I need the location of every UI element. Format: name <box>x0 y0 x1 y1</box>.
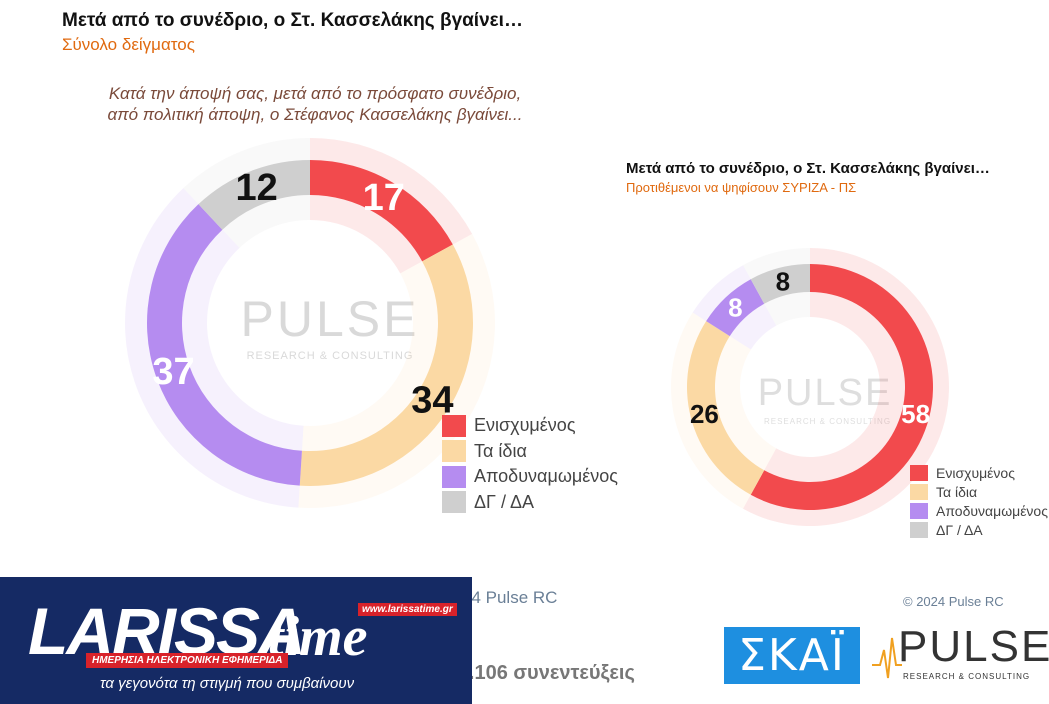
copyright-right: © 2024 Pulse RC <box>903 594 1004 609</box>
donut-slice <box>706 279 765 337</box>
chart1-legend: Ενισχυμένος Τα ίδια Αποδυναμωμένος ΔΓ / … <box>442 413 618 515</box>
legend-label: ΔΓ / ΔΑ <box>936 521 983 538</box>
slice-value-label: 17 <box>363 177 405 219</box>
legend-swatch <box>442 465 466 488</box>
pulse-logo: PULSE <box>898 622 1049 671</box>
legend-swatch <box>910 502 928 519</box>
legend-label: ΔΓ / ΔΑ <box>474 491 534 512</box>
question-line-2: από πολιτική άποψη, ο Στέφανος Κασσελάκη… <box>107 105 523 124</box>
legend-item: Ενισχυμένος <box>910 463 1048 482</box>
legend-swatch <box>442 440 466 463</box>
banner-tagline: τα γεγονότα τη στιγμή που συμβαίνουν <box>100 675 355 692</box>
donut-slice <box>198 160 310 230</box>
legend-label: Ενισχυμένος <box>936 464 1015 481</box>
legend-item: Αποδυναμωμένος <box>910 501 1048 520</box>
pulse-wave-icon <box>872 637 902 679</box>
slice-value-label: 26 <box>690 399 719 429</box>
watermark-pulse-1: PULSE <box>240 291 420 347</box>
chart2-subtitle: Προτιθέμενοι να ψηφίσουν ΣΥΡΙΖΑ - ΠΣ <box>626 180 857 195</box>
donut-slice <box>686 321 765 495</box>
donut-slice <box>750 264 810 304</box>
chart2-legend: Ενισχυμένος Τα ίδια Αποδυναμωμένος ΔΓ / … <box>910 463 1048 539</box>
donut-slice <box>299 244 473 487</box>
copyright-left: 24 Pulse RC <box>462 588 558 607</box>
skai-logo: ΣΚΑΪ <box>724 627 860 684</box>
legend-label: Τα ίδια <box>936 483 978 500</box>
chart1-subtitle: Σύνολο δείγματος <box>62 35 195 54</box>
donut-slice <box>750 264 933 510</box>
watermark-sub-1: RESEARCH & CONSULTING <box>246 350 414 362</box>
slice-value-label: 12 <box>235 167 277 209</box>
larissatime-banner[interactable]: LARISSA time www.larissatime.gr ΗΜΕΡΗΣΙΑ… <box>0 577 472 704</box>
slice-value-label: 8 <box>776 266 790 296</box>
legend-swatch <box>910 521 928 538</box>
legend-label: Τα ίδια <box>474 440 527 461</box>
legend-item: Αποδυναμωμένος <box>442 464 618 490</box>
watermark-pulse-2: PULSE <box>757 372 893 414</box>
legend-label: Αποδυναμωμένος <box>474 466 618 487</box>
legend-swatch <box>442 414 466 437</box>
chart2-title: Μετά από το συνέδριο, ο Στ. Κασσελάκης β… <box>626 160 990 177</box>
banner-url: www.larissatime.gr <box>358 603 457 616</box>
legend-swatch <box>910 483 928 500</box>
question-line-1: Κατά την άποψή σας, μετά από το πρόσφατο… <box>108 84 522 103</box>
chart1-question: Κατά την άποψή σας, μετά από το πρόσφατο… <box>90 83 540 125</box>
slice-value-label: 58 <box>901 399 930 429</box>
chart1-title: Μετά από το συνέδριο, ο Στ. Κασσελάκης β… <box>62 10 523 31</box>
legend-item: Τα ίδια <box>910 482 1048 501</box>
watermark-sub-2: RESEARCH & CONSULTING <box>763 417 892 426</box>
legend-swatch <box>442 491 466 514</box>
slice-value-label: 34 <box>411 380 453 422</box>
slice-value-label: 37 <box>152 351 194 393</box>
legend-label: Αποδυναμωμένος <box>936 502 1048 519</box>
slice-value-label: 8 <box>728 293 742 323</box>
donut-slice <box>310 160 453 262</box>
legend-label: Ενισχυμένος <box>474 415 576 436</box>
legend-swatch <box>910 464 928 481</box>
banner-red-tagline: ΗΜΕΡΗΣΙΑ ΗΛΕΚΤΡΟΝΙΚΗ ΕΦΗΜΕΡΙΔΑ <box>86 653 289 668</box>
interviews-count: ι: 1.106 συνεντεύξεις <box>440 662 635 684</box>
legend-item: ΔΓ / ΔΑ <box>442 490 618 516</box>
legend-item: Τα ίδια <box>442 439 618 465</box>
legend-item: Ενισχυμένος <box>442 413 618 439</box>
pulse-logo-sub: RESEARCH & CONSULTING <box>903 672 1031 681</box>
legend-item: ΔΓ / ΔΑ <box>910 520 1048 539</box>
donut-slice <box>147 204 302 486</box>
